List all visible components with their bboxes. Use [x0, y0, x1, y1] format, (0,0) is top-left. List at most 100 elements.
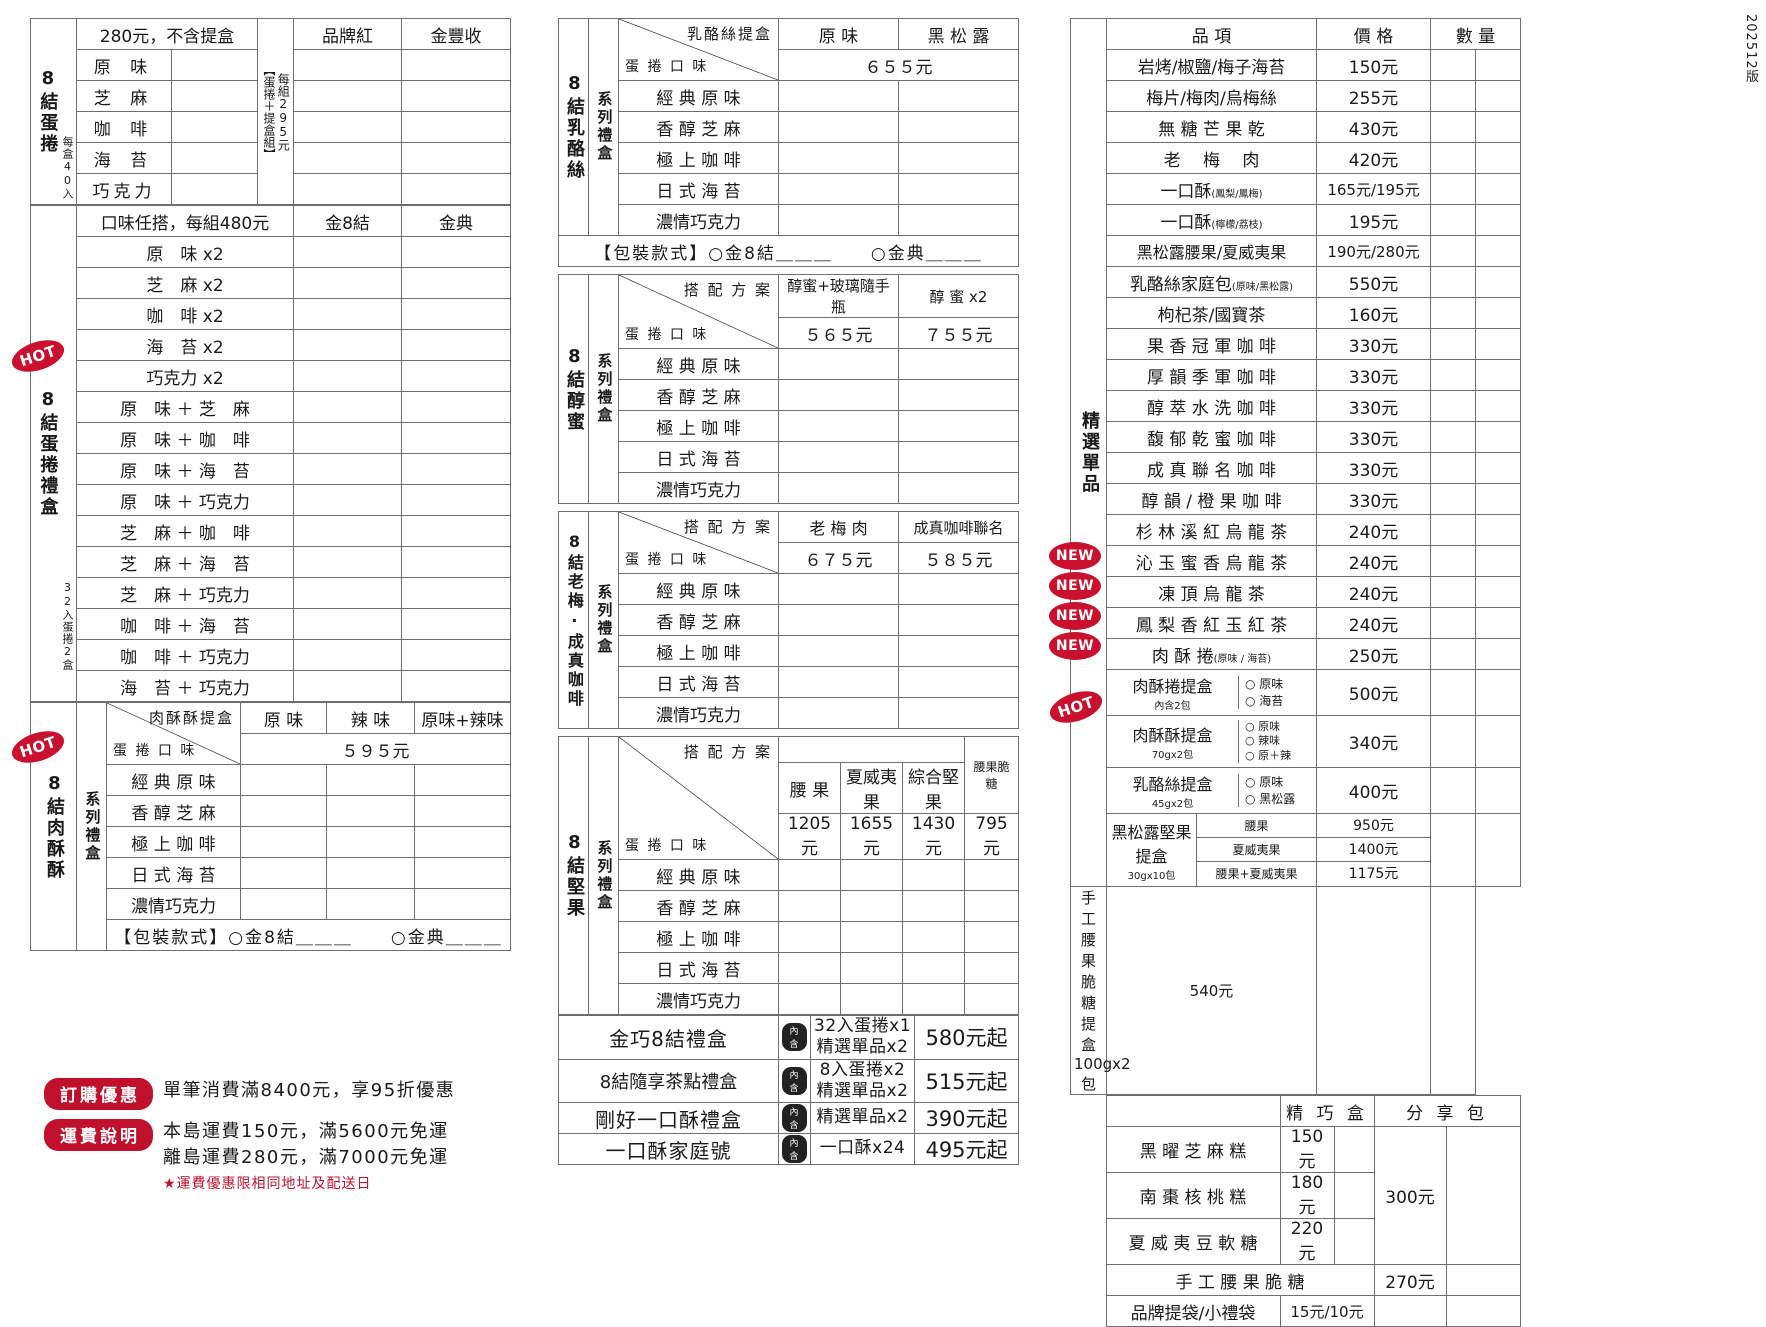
qty-input-cell[interactable]: [898, 697, 1019, 729]
qty-input-cell[interactable]: [898, 410, 1019, 442]
qty-input-cell[interactable]: [1430, 204, 1476, 236]
qty-input-cell[interactable]: [1475, 204, 1521, 236]
qty-input-cell[interactable]: [326, 857, 415, 889]
option-choice[interactable]: ○ 海苔: [1245, 693, 1284, 708]
item-row[interactable]: 一口酥(檸檬/荔枝) 195元: [1071, 204, 1521, 236]
qty-input-cell[interactable]: [898, 472, 1019, 504]
item-row[interactable]: 沁 玉 蜜 香 烏 龍 茶 240元: [1071, 545, 1521, 577]
qty-input-cell[interactable]: [1475, 390, 1521, 422]
qty-input-cell[interactable]: [1475, 767, 1521, 814]
item-row[interactable]: 醇 韻 / 橙 果 咖 啡 330元: [1071, 483, 1521, 515]
qty-input-cell[interactable]: [414, 857, 511, 889]
qty-input-cell[interactable]: [1430, 483, 1476, 515]
qty-input-cell[interactable]: [778, 859, 841, 891]
qty-input-cell[interactable]: [778, 983, 841, 1015]
qty-input-cell[interactable]: [840, 921, 903, 953]
qty-input-cell[interactable]: [898, 111, 1019, 143]
item-row[interactable]: 杉 林 溪 紅 烏 龍 茶 240元: [1071, 514, 1521, 546]
qty-input-cell[interactable]: [401, 391, 511, 423]
qty-input-cell[interactable]: [293, 670, 402, 702]
qty-input-cell[interactable]: [1430, 266, 1476, 298]
qty-input-cell[interactable]: [240, 888, 327, 920]
qty-input-cell[interactable]: [293, 639, 402, 671]
qty-input-cell[interactable]: [1475, 328, 1521, 360]
qty-input-cell[interactable]: [901, 983, 966, 1015]
qty-input-cell[interactable]: [1475, 813, 1521, 887]
qty-input-cell[interactable]: [401, 546, 511, 578]
qty-input-cell[interactable]: [401, 608, 511, 640]
qty-input-cell[interactable]: [1445, 1295, 1521, 1327]
qty-input-cell[interactable]: [401, 329, 511, 361]
item-row[interactable]: 黑松露腰果/夏威夷果 190元/280元: [1071, 235, 1521, 267]
qty-input-cell[interactable]: [964, 859, 1020, 891]
qty-input-cell[interactable]: [1430, 359, 1476, 391]
qty-input-cell[interactable]: [293, 173, 403, 205]
qty-input-cell[interactable]: [293, 360, 402, 392]
qty-input-cell[interactable]: [898, 80, 1019, 112]
qty-input-cell[interactable]: [1430, 715, 1476, 768]
qty-input-cell[interactable]: [401, 639, 511, 671]
candy-box-row[interactable]: 手工腰果脆糖提盒 100gx2包 540元: [1070, 886, 1521, 1095]
qty-input-cell[interactable]: [1475, 111, 1521, 143]
qty-input-cell[interactable]: [1430, 886, 1476, 1095]
qty-input-cell[interactable]: [1445, 1264, 1521, 1296]
qty-input-cell[interactable]: [1430, 514, 1476, 546]
qty-input-cell[interactable]: [840, 859, 903, 891]
qty-input-cell[interactable]: [778, 379, 899, 411]
qty-input-cell[interactable]: [1475, 359, 1521, 391]
qty-input-cell[interactable]: [401, 422, 511, 454]
qty-input-cell[interactable]: [1430, 173, 1476, 205]
qty-input-cell[interactable]: [401, 670, 511, 702]
qty-input-cell[interactable]: [401, 111, 512, 143]
qty-input-cell[interactable]: [778, 80, 899, 112]
qty-input-cell[interactable]: [778, 410, 899, 442]
qty-input-cell[interactable]: [1333, 1218, 1375, 1265]
qty-input-cell[interactable]: [293, 111, 403, 143]
qty-input-cell[interactable]: [414, 795, 511, 827]
qty-input-cell[interactable]: [240, 764, 327, 796]
qty-input-cell[interactable]: [1475, 297, 1521, 329]
qty-input-cell[interactable]: [401, 142, 512, 174]
qty-input-cell[interactable]: [964, 952, 1020, 984]
qty-input-cell[interactable]: [778, 111, 899, 143]
qty-input-cell[interactable]: [1430, 49, 1476, 81]
qty-input-cell[interactable]: [901, 890, 966, 922]
item-row[interactable]: 梅片/梅肉/烏梅絲 255元: [1071, 80, 1521, 112]
qty-input-cell[interactable]: [293, 391, 402, 423]
qty-input-cell[interactable]: [1475, 483, 1521, 515]
qty-input-cell[interactable]: [778, 697, 899, 729]
qty-input-cell[interactable]: [1475, 715, 1521, 768]
nut-box-option[interactable]: 夏威夷果: [1197, 838, 1316, 862]
qty-input-cell[interactable]: [170, 111, 259, 143]
qty-input-cell[interactable]: [401, 236, 511, 268]
qty-input-cell[interactable]: [1475, 545, 1521, 577]
qty-input-cell[interactable]: [1430, 235, 1476, 267]
qty-input-cell[interactable]: [778, 573, 899, 605]
qty-input-cell[interactable]: [901, 921, 966, 953]
gift-item-row[interactable]: 手 工 腰 果 脆 糖 270元: [1070, 1264, 1521, 1296]
qty-input-cell[interactable]: [401, 267, 511, 299]
qty-input-cell[interactable]: [401, 49, 512, 81]
qty-input-cell[interactable]: [401, 360, 511, 392]
item-row[interactable]: 老 梅 肉 420元: [1071, 142, 1521, 174]
qty-input-cell[interactable]: [778, 604, 899, 636]
qty-input-cell[interactable]: [1475, 452, 1521, 484]
qty-input-cell[interactable]: [293, 236, 402, 268]
qty-input-cell[interactable]: [1475, 49, 1521, 81]
qty-input-cell[interactable]: [1430, 80, 1476, 112]
qty-input-cell[interactable]: [901, 952, 966, 984]
qty-input-cell[interactable]: [1430, 767, 1476, 814]
qty-input-cell[interactable]: [414, 764, 511, 796]
qty-input-cell[interactable]: [170, 80, 259, 112]
qty-input-cell[interactable]: [326, 764, 415, 796]
qty-input-cell[interactable]: [778, 635, 899, 667]
qty-input-cell[interactable]: [401, 577, 511, 609]
qty-input-cell[interactable]: [1316, 886, 1431, 1095]
qty-input-cell[interactable]: [293, 453, 402, 485]
qty-input-cell[interactable]: [778, 952, 841, 984]
qty-input-cell[interactable]: [326, 795, 415, 827]
qty-input-cell[interactable]: [293, 142, 403, 174]
qty-input-cell[interactable]: [240, 795, 327, 827]
option-choice[interactable]: ○ 辣味: [1245, 734, 1281, 748]
option-choice[interactable]: ○ 原味: [1245, 677, 1284, 692]
